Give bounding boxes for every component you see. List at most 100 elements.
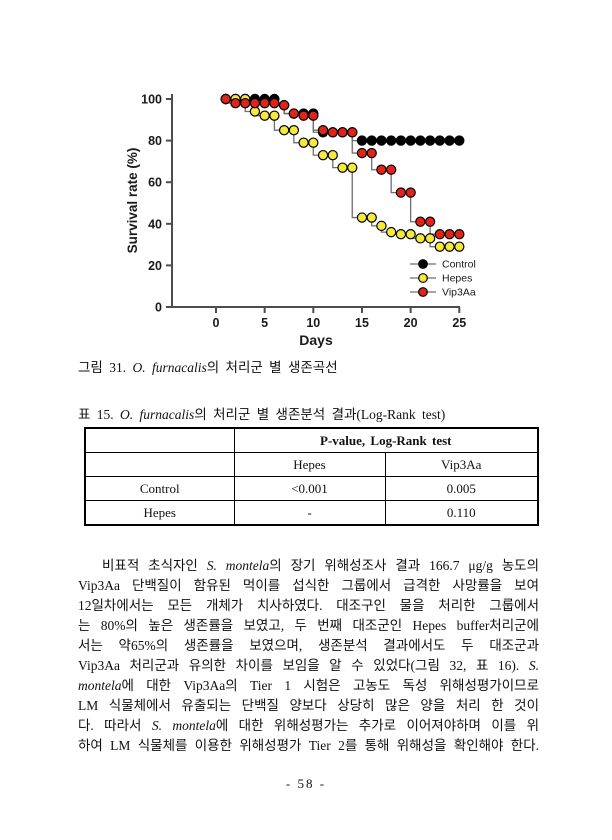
text-line: 하여 LM 식물체를 이용한 위해성평가 Tier 2를 통해 위해성을 확인해…	[78, 736, 539, 756]
species-name: S. montela	[151, 718, 216, 733]
figure-caption: 그림 31. O. furnacalis의 처리군 별 생존곡선	[78, 356, 338, 376]
data-point	[434, 135, 446, 146]
text-segment: 서는 약65%의 생존률을 보였으며, 생존분석 결과에서도 두 대조군과	[78, 638, 539, 653]
data-point	[259, 97, 270, 109]
data-point	[356, 212, 368, 223]
text-line: LM 식물체에서 유출되는 단백질 양보다 상당히 많은 양을 처리 한 것이	[78, 696, 539, 716]
data-point	[366, 212, 377, 223]
data-point	[385, 135, 397, 146]
data-point	[230, 97, 241, 109]
species-name: O. furnacalis	[120, 407, 195, 422]
text-segment: Vip3Aa 단백질이 함유된 먹이를 섭식한 그룹에서 급격한 사망률을 보여	[78, 578, 539, 593]
data-point	[405, 187, 416, 198]
text-segment: 그림 31.	[78, 360, 133, 375]
table-col-header-vip3aa: Vip3Aa	[384, 452, 539, 477]
data-point	[424, 233, 436, 244]
data-point	[424, 135, 436, 146]
x-tick-label: 20	[404, 316, 418, 330]
text-segment: 의 장기 위해성조사 결과 166.7 μg/g 농도의	[269, 558, 539, 573]
body-paragraph: 비표적 초식자인 S. montela의 장기 위해성조사 결과 166.7 μ…	[78, 556, 539, 756]
text-line: Vip3Aa 처리군과 유의한 차이를 보임을 알 수 있었다(그림 32, 표…	[78, 656, 539, 676]
y-tick-label: 60	[148, 176, 162, 190]
data-point	[356, 135, 368, 146]
data-point	[444, 135, 455, 146]
data-point	[444, 241, 455, 252]
text-segment: LM 식물체에서 유출되는 단백질 양보다 상당히 많은 양을 처리 한 것이	[78, 698, 539, 713]
data-point	[395, 135, 407, 146]
data-point	[278, 100, 290, 111]
data-point	[454, 228, 465, 240]
text-segment: 에 대한 위해성평가는 추가로 이어져야하며 이를 위	[215, 718, 539, 733]
text-line: Vip3Aa 단백질이 함유된 먹이를 섭식한 그룹에서 급격한 사망률을 보여	[78, 576, 539, 596]
data-point	[415, 216, 426, 227]
data-point	[288, 124, 300, 136]
data-point	[278, 124, 290, 136]
table-header-row: P-value, Log-Rank test	[84, 427, 539, 453]
data-point	[454, 241, 465, 252]
text-segment: 의 처리군 별 생존분석 결과(Log-Rank test)	[194, 407, 446, 422]
data-point	[249, 97, 261, 109]
legend: Control Hepes Vip3Aa	[410, 259, 476, 299]
legend-marker	[418, 273, 428, 283]
y-tick-label: 100	[141, 93, 162, 107]
data-point	[327, 149, 338, 161]
data-point	[405, 135, 416, 146]
text-segment: 하여 LM 식물체를 이용한 위해성평가 Tier 2를 통해 위해성을 확인해…	[78, 738, 539, 753]
table-header-title: P-value, Log-Rank test	[233, 427, 539, 453]
data-point	[239, 97, 251, 109]
row-label-control: Control	[84, 476, 235, 501]
text-line: 다. 따라서 S. montela에 대한 위해성평가는 추가로 이어져야하며 …	[78, 716, 539, 736]
data-point	[415, 135, 426, 146]
text-line: 서는 약65%의 생존률을 보였으며, 생존분석 결과에서도 두 대조군과	[78, 636, 539, 656]
data-point	[269, 97, 280, 109]
data-point	[376, 164, 387, 175]
data-point	[337, 127, 348, 138]
table-corner-cell-2	[84, 452, 235, 477]
x-tick-label: 10	[306, 316, 320, 330]
table-subheader-row: Hepes Vip3Aa	[84, 452, 539, 477]
data-point	[317, 149, 329, 161]
text-segment: 에 대한 Vip3Aa의 Tier 1 시험은 고농도 독성 위해성평가이므로	[121, 678, 540, 693]
data-point	[415, 233, 426, 244]
y-axis-label: Survival rate (%)	[125, 148, 140, 254]
cell-control-vip3aa: 0.005	[384, 476, 539, 501]
data-point	[347, 127, 358, 138]
cell-hepes-hepes: -	[233, 500, 386, 526]
data-point	[385, 164, 397, 175]
legend-marker	[418, 259, 428, 269]
text-segment: Vip3Aa 처리군과 유의한 차이를 보임을 알 수 있었다(그림 32, 표…	[78, 658, 529, 673]
survival-chart: 0 20 40 60 80 100 0 5 10 15 20 25 Survival rate (%) D…	[125, 93, 476, 349]
data-point	[434, 241, 446, 252]
text-segment: 는 80%의 높은 생존률을 보였고, 두 번째 대조군인 Hepes buff…	[78, 618, 539, 633]
data-point	[259, 110, 270, 121]
x-tick-label: 15	[355, 316, 369, 330]
legend-label: Vip3Aa	[442, 287, 476, 299]
y-tick-label: 40	[148, 217, 162, 231]
data-point	[454, 135, 465, 146]
cell-hepes-vip3aa: 0.110	[384, 500, 539, 526]
species-name: S.	[528, 658, 539, 673]
y-tick-label: 80	[148, 134, 162, 148]
species-name: O. furnacalis	[132, 360, 207, 375]
data-point	[347, 162, 358, 173]
data-point	[327, 127, 338, 138]
table-corner-cell	[84, 427, 235, 453]
data-point	[220, 93, 231, 105]
logrank-table: P-value, Log-Rank test Hepes Vip3Aa Cont…	[84, 427, 539, 526]
data-point	[424, 216, 436, 227]
row-label-hepes: Hepes	[84, 500, 235, 526]
table-col-header-hepes: Hepes	[233, 452, 386, 477]
x-tick-label: 5	[261, 316, 268, 330]
legend-entry-control: Control	[410, 259, 476, 271]
text-segment: 다. 따라서	[78, 718, 152, 733]
axes	[171, 94, 460, 308]
data-point	[298, 110, 309, 121]
data-point	[337, 162, 348, 173]
species-name: montela	[78, 678, 122, 693]
text-line: 12일차에서는 모든 개체가 치사하였다. 대조구인 물을 처리한 그룹에서	[78, 596, 539, 616]
text-segment: 의 처리군 별 생존곡선	[206, 360, 338, 375]
data-point	[434, 228, 446, 240]
y-tick-label: 0	[155, 301, 162, 315]
legend-entry-hepes: Hepes	[410, 273, 472, 285]
